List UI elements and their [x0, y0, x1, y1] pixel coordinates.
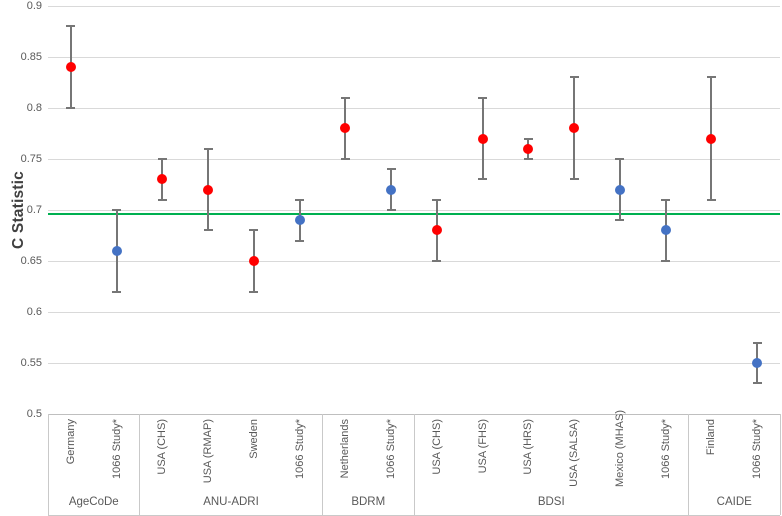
- y-tick-label: 0.75: [20, 153, 42, 165]
- error-bar-cap-top: [66, 25, 76, 28]
- data-point-marker: [477, 133, 488, 144]
- data-point-marker: [431, 225, 442, 236]
- x-category-label: USA (SALSA): [568, 419, 581, 487]
- error-bar-cap-bottom: [523, 158, 533, 160]
- data-point-marker: [203, 184, 214, 195]
- group-separator: [688, 414, 689, 515]
- x-category-label: Netherlands: [339, 419, 352, 479]
- error-bar-cap-bottom: [249, 290, 259, 293]
- y-tick-label: 0.85: [20, 51, 42, 63]
- x-category-label: Germany: [64, 419, 77, 465]
- x-category-label: USA (HRS): [522, 419, 535, 475]
- data-point-marker: [386, 184, 397, 195]
- x-category-label: Sweden: [247, 419, 260, 459]
- y-tick-label: 0.5: [26, 408, 42, 420]
- y-tick-label: 0.55: [20, 357, 42, 369]
- error-bar-cap-top: [249, 229, 259, 232]
- error-bar-cap-bottom: [157, 198, 167, 201]
- y-gridline: [48, 362, 780, 364]
- error-bar-cap-top: [157, 158, 167, 160]
- y-tick-label: 0.65: [20, 255, 42, 267]
- group-separator: [779, 414, 781, 515]
- error-bar-cap-top: [752, 341, 762, 344]
- y-gridline: [48, 107, 780, 109]
- x-category-label: 1066 Study*: [293, 419, 306, 479]
- error-bar-cap-top: [569, 76, 579, 79]
- error-bar-cap-bottom: [112, 290, 122, 293]
- error-bar-cap-top: [112, 209, 122, 211]
- group-label: CAIDE: [716, 496, 752, 508]
- data-point-marker: [614, 184, 625, 195]
- x-category-label: USA (FHS): [476, 419, 489, 474]
- y-gridline: [48, 311, 780, 313]
- reference-line: [48, 213, 780, 216]
- y-tick-label: 0.6: [26, 306, 42, 318]
- y-gridline: [48, 56, 780, 58]
- x-category-label: 1066 Study*: [110, 419, 123, 479]
- x-category-label: Mexico (MHAS): [613, 409, 626, 487]
- data-point-marker: [248, 256, 259, 266]
- y-tick-label: 0.9: [26, 0, 42, 12]
- data-point-marker: [294, 215, 305, 226]
- x-category-label: USA (RMAP): [202, 419, 215, 484]
- group-label: BDSI: [537, 496, 565, 508]
- error-bar-cap-bottom: [66, 107, 76, 109]
- y-gridline: [48, 5, 780, 7]
- error-bar-cap-bottom: [386, 209, 396, 211]
- data-point-marker: [65, 62, 76, 73]
- data-point-marker: [752, 358, 763, 368]
- error-bar-cap-top: [523, 137, 533, 140]
- data-point-marker: [569, 123, 580, 134]
- error-bar-cap-bottom: [203, 229, 213, 232]
- error-bar-cap-top: [386, 168, 396, 171]
- data-point-marker: [706, 133, 717, 144]
- y-tick-label: 0.8: [26, 102, 42, 114]
- error-bar-cap-top: [706, 76, 716, 79]
- y-gridline: [48, 209, 780, 211]
- error-bar-cap-top: [615, 158, 625, 160]
- x-category-label: USA (CHS): [156, 419, 169, 475]
- data-point-marker: [111, 245, 122, 256]
- data-point-marker: [523, 143, 534, 154]
- y-gridline: [48, 158, 780, 160]
- x-category-label: USA (CHS): [430, 419, 443, 475]
- error-bar-cap-top: [203, 147, 213, 150]
- group-separator: [413, 414, 415, 515]
- error-bar-cap-bottom: [615, 219, 625, 222]
- error-bar-cap-top: [432, 198, 442, 201]
- error-bar-cap-bottom: [478, 178, 488, 181]
- group-label: BDRM: [351, 496, 386, 508]
- error-bar-cap-bottom: [295, 239, 305, 242]
- y-tick-label: 0.7: [26, 204, 42, 216]
- error-bar-cap-top: [340, 96, 350, 99]
- group-separator: [47, 414, 49, 515]
- group-separator: [322, 414, 323, 515]
- error-bar-cap-top: [295, 198, 305, 201]
- error-bar-cap-bottom: [432, 260, 442, 262]
- x-category-label: Finland: [705, 419, 718, 456]
- y-gridline: [48, 260, 780, 262]
- error-bar-cap-bottom: [752, 382, 762, 385]
- error-bar-cap-bottom: [661, 260, 671, 262]
- data-point-marker: [340, 123, 351, 134]
- x-category-label: 1066 Study*: [751, 419, 764, 479]
- data-point-marker: [157, 174, 168, 185]
- error-bar-cap-bottom: [340, 158, 350, 160]
- x-category-label: 1066 Study*: [385, 419, 398, 479]
- error-bar-cap-top: [661, 198, 671, 201]
- error-bar-cap-bottom: [706, 198, 716, 201]
- group-label: ANU-ADRI: [203, 496, 259, 508]
- group-separator: [139, 414, 140, 515]
- error-bar-cap-top: [478, 96, 488, 99]
- x-category-label: 1066 Study*: [659, 419, 672, 479]
- error-bar-cap-bottom: [569, 178, 579, 181]
- group-label: AgeCoDe: [68, 496, 119, 508]
- data-point-marker: [660, 225, 671, 236]
